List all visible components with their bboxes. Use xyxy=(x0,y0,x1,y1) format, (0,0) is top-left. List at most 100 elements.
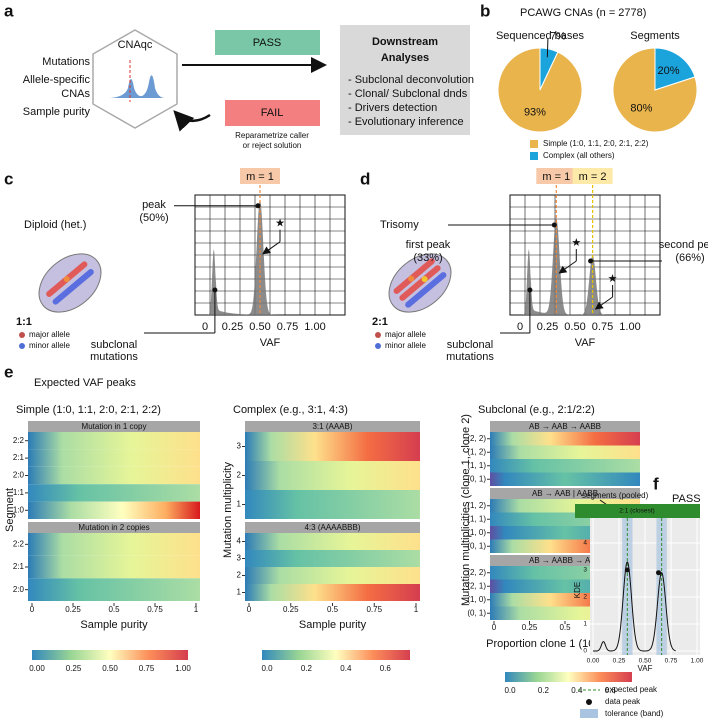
y-axis-label: KDE xyxy=(573,582,582,598)
pie-label: 80% xyxy=(630,103,652,115)
legend-swatch xyxy=(530,152,538,160)
panel-title: PCAWG CNAs (n = 2778) xyxy=(520,7,646,19)
x-tick-label: 1.00 xyxy=(619,321,640,333)
subpanel-title: Simple (1:0, 1:1, 2:0, 2:1, 2:2) xyxy=(16,404,161,416)
row-label: 2:2 xyxy=(13,436,25,445)
subclonal-label: subclonal xyxy=(91,339,137,351)
row-label: 3 xyxy=(237,442,242,451)
panel-label: d xyxy=(360,169,370,188)
x-tick-label: 1.00 xyxy=(304,321,325,333)
colorbar-label: 0.25 xyxy=(66,664,82,673)
facet-header-label: 3:1 (AAAB) xyxy=(312,422,352,431)
subclonal-label: mutations xyxy=(446,351,494,363)
allele-label: major allele xyxy=(385,330,426,339)
heatmap-row xyxy=(28,432,200,450)
histogram xyxy=(205,199,321,315)
facet-header-label: 4:3 (AAAABBB) xyxy=(304,523,360,532)
star: ★ xyxy=(275,218,285,230)
x-tick-label: 0.50 xyxy=(564,321,585,333)
row-label: 2 xyxy=(237,471,242,480)
fail-label: FAIL xyxy=(261,107,284,119)
row-label: (1, 0) xyxy=(467,595,486,604)
peak-percent: (33%) xyxy=(413,252,442,264)
y-tick-label: 4 xyxy=(583,540,587,547)
x-tick-label: 1 xyxy=(414,605,419,614)
data-peak xyxy=(656,570,662,576)
row-label: 1:0 xyxy=(13,505,25,514)
multiplicity-box xyxy=(572,168,613,184)
x-tick-label: 0.25 xyxy=(613,658,626,665)
x-tick-label: 0 xyxy=(492,623,497,632)
heatmap-row xyxy=(245,584,420,601)
facet-header xyxy=(490,488,640,499)
row-label: (1, 0) xyxy=(467,528,486,537)
heatmap-row xyxy=(28,578,200,601)
x-tick-label: 0.75 xyxy=(592,321,613,333)
row-label: (1, 1) xyxy=(467,461,486,470)
genotype: 1:1 xyxy=(16,316,32,328)
x-tick-label: 0.25 xyxy=(65,605,81,614)
downstream-box xyxy=(340,25,470,135)
peak-label: first peak xyxy=(406,239,451,251)
facet-header-label: AB → AABB → ABB xyxy=(529,556,601,565)
row-label: 2:0 xyxy=(13,585,25,594)
fail-note: Reparametrize caller xyxy=(235,131,309,140)
x-tick-label: 1 xyxy=(194,605,199,614)
legend-label: tolerance (band) xyxy=(605,709,664,718)
x-tick-label: 0 xyxy=(30,605,35,614)
colorbar-label: 0.2 xyxy=(301,664,313,673)
row-label: 1:1 xyxy=(13,488,25,497)
star: ★ xyxy=(571,237,581,249)
x-tick-label: 0.25 xyxy=(522,623,538,632)
row-label: (1, 2) xyxy=(467,447,486,456)
colorbar-label: 1.00 xyxy=(175,664,191,673)
tolerance-band xyxy=(622,518,633,655)
facet-header-label: AB → AAB | AABB xyxy=(532,489,598,498)
row-label: 2 xyxy=(237,571,242,580)
x-tick-label: 0.50 xyxy=(249,321,270,333)
y-tick-label: 0 xyxy=(583,648,587,655)
chromosome-icon xyxy=(388,253,452,313)
allele-dot xyxy=(375,343,381,349)
downstream-item: - Drivers detection xyxy=(348,102,437,114)
facet-header-label: Mutation in 2 copies xyxy=(78,523,149,532)
colorbar-label: 0.4 xyxy=(340,664,352,673)
heatmap-row xyxy=(490,432,640,446)
downstream-title: Analyses xyxy=(381,52,429,64)
row-label: (1, 2) xyxy=(467,501,486,510)
genotype: 2:1 xyxy=(372,316,388,328)
peak-percent: (66%) xyxy=(675,252,704,264)
pointer xyxy=(594,296,613,310)
x-tick-label: 0 xyxy=(202,321,208,333)
status-label: PASS xyxy=(672,493,701,505)
pie-title: Sequenced bases xyxy=(496,30,585,42)
subclonal-label: mutations xyxy=(90,351,138,363)
x-tick-label: 0.50 xyxy=(639,658,652,665)
x-tick-label: 0 xyxy=(517,321,523,333)
y-tick-label: 2 xyxy=(583,594,587,601)
x-axis-label: Sample purity xyxy=(80,619,148,631)
fail-box xyxy=(225,100,320,126)
pie-label: 7% xyxy=(550,31,566,43)
row-label: 3 xyxy=(237,554,242,563)
x-tick-label: 0.5 xyxy=(559,623,571,632)
heatmap-row xyxy=(490,459,640,473)
row-label: (0, 1) xyxy=(467,608,486,617)
panel-label: c xyxy=(4,169,13,188)
row-label: 1 xyxy=(237,588,242,597)
colorbar-label: 0.6 xyxy=(380,664,392,673)
row-label: (0, 1) xyxy=(467,541,486,550)
colorbar-label: 0.00 xyxy=(29,664,45,673)
pointer-dot xyxy=(527,287,533,293)
row-label: (2, 2) xyxy=(467,434,486,443)
heatmap-row xyxy=(28,449,200,467)
peak-percent: (50%) xyxy=(139,212,168,224)
multiplicity-label: m = 2 xyxy=(579,171,607,183)
row-label: 1 xyxy=(237,500,242,509)
multiplicity-box xyxy=(240,168,280,184)
row-label: 2:2 xyxy=(13,539,25,548)
x-tick-label: 1.00 xyxy=(691,658,704,665)
heatmap-row xyxy=(28,466,200,485)
pass-label: PASS xyxy=(253,37,282,49)
